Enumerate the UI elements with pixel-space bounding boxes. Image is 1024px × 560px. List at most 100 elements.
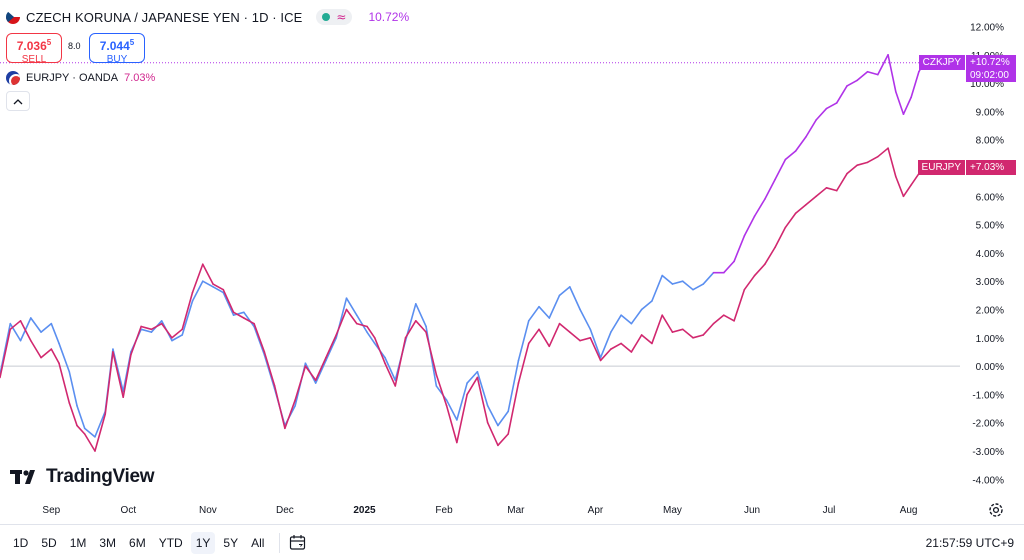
price-chart[interactable]: 12.00%11.00%10.00%9.00%8.00%7.00%6.00%5.… bbox=[0, 0, 1024, 524]
czkjpy-segment bbox=[589, 328, 602, 359]
czkjpy-segment bbox=[876, 53, 889, 76]
eurjpy-segment bbox=[373, 336, 386, 365]
eurjpy-segment bbox=[284, 399, 296, 430]
range-1m-button[interactable]: 1M bbox=[69, 535, 87, 550]
buy-button[interactable]: 7.0445 BUY bbox=[89, 33, 145, 65]
eurjpy-segment bbox=[130, 325, 142, 356]
eurjpy-segment bbox=[476, 376, 489, 424]
eurjpy-segment bbox=[394, 336, 407, 387]
y-tick-label: 8.00% bbox=[976, 136, 1004, 147]
x-tick-label: 2025 bbox=[353, 505, 376, 516]
eurjpy-segment bbox=[435, 373, 448, 407]
sell-button[interactable]: 7.0365 SELL bbox=[6, 33, 62, 65]
eurjpy-name-tag[interactable]: EURJPY bbox=[917, 160, 965, 175]
range-3m-button[interactable]: 3M bbox=[99, 535, 117, 550]
eurjpy-segment bbox=[568, 331, 581, 342]
compare-symbol-name[interactable]: EURJPY · OANDA bbox=[26, 72, 119, 84]
symbol-title[interactable]: CZECH KORUNA / JAPANESE YEN · 1D · ICE bbox=[26, 9, 303, 25]
time-axis[interactable]: Sep Oct Nov Dec 2025 Feb Mar Apr May Jun Jul Aug bbox=[42, 505, 917, 516]
x-tick-label: Oct bbox=[121, 505, 137, 516]
czkjpy-segment bbox=[671, 280, 684, 285]
market-status-pill[interactable]: ≈ bbox=[316, 9, 353, 25]
x-tick-label: Mar bbox=[507, 505, 525, 516]
eurjpy-segment bbox=[825, 187, 838, 192]
tradingview-watermark: TradingView bbox=[10, 466, 155, 488]
utc-clock[interactable]: 21:57:59 UTC+9 bbox=[925, 535, 1014, 550]
eurjpy-segment bbox=[253, 322, 266, 353]
czkjpy-segment bbox=[630, 308, 643, 325]
czkjpy-segment bbox=[50, 322, 60, 345]
symbol-legend[interactable]: CZECH KORUNA / JAPANESE YEN · 1D · ICE ≈… bbox=[6, 9, 409, 25]
eurjpy-segment bbox=[902, 184, 912, 198]
y-tick-label: 2.00% bbox=[976, 306, 1004, 317]
range-1y-button[interactable]: 1Y bbox=[190, 531, 216, 554]
sell-price: 7.036 bbox=[16, 39, 47, 53]
eurjpy-segment bbox=[794, 203, 807, 215]
eurjpy-segment bbox=[76, 424, 86, 435]
czkjpy-segment bbox=[794, 136, 807, 152]
eurjpy-segment bbox=[222, 288, 235, 314]
eurjpy-segment bbox=[232, 311, 245, 319]
y-tick-label: 4.00% bbox=[976, 249, 1004, 260]
czkjpy-segment bbox=[910, 70, 920, 99]
eurjpy-segment bbox=[425, 331, 438, 376]
y-tick-label: 10.00% bbox=[970, 79, 1004, 90]
eurjpy-segment bbox=[671, 328, 684, 333]
x-tick-label: Sep bbox=[42, 505, 60, 516]
eurjpy-segment bbox=[497, 433, 510, 447]
eurjpy-segment bbox=[661, 314, 674, 333]
price-axis[interactable]: 12.00%11.00%10.00%9.00%8.00%7.00%6.00%5.… bbox=[970, 23, 1004, 487]
bottom-toolbar: 1D 5D 1M 3M 6M YTD 1Y 5Y All 21:57:59 UT… bbox=[0, 524, 1024, 560]
eurjpy-segment bbox=[404, 320, 417, 339]
range-5d-button[interactable]: 5D bbox=[41, 535, 57, 550]
range-all-button[interactable]: All bbox=[251, 535, 265, 550]
czkjpy-segment bbox=[527, 305, 540, 322]
czkjpy-segment bbox=[476, 370, 489, 407]
symbol-change-pct: 10.72% bbox=[368, 10, 410, 24]
eurjpy-segment bbox=[815, 187, 828, 198]
compare-legend[interactable]: EURJPY · OANDA 7.03% bbox=[6, 71, 155, 85]
eurjpy-segment bbox=[538, 328, 551, 348]
czkjpy-segment bbox=[355, 314, 368, 333]
y-tick-label: 3.00% bbox=[976, 277, 1004, 288]
eurjpy-segment bbox=[112, 351, 124, 399]
eurjpy-segment bbox=[104, 351, 114, 416]
range-6m-button[interactable]: 6M bbox=[129, 535, 146, 550]
x-tick-label: Nov bbox=[199, 505, 217, 516]
range-ytd-button[interactable]: YTD bbox=[158, 535, 183, 550]
eurjpy-segment bbox=[517, 342, 530, 384]
czkjpy-segment bbox=[507, 359, 520, 413]
eurjpy-segment bbox=[19, 320, 32, 342]
czkjpy-segment bbox=[445, 399, 458, 421]
czkjpy-value-tag[interactable]: +10.72% bbox=[966, 55, 1016, 70]
czkjpy-name-tag[interactable]: CZKJPY bbox=[918, 55, 965, 70]
czkjpy-segment bbox=[856, 70, 869, 82]
czkjpy-segment bbox=[366, 331, 376, 345]
czech-flag-icon bbox=[6, 10, 20, 24]
eurjpy-segment bbox=[0, 328, 12, 379]
sell-label: SELL bbox=[21, 54, 47, 65]
range-1d-button[interactable]: 1D bbox=[13, 535, 29, 550]
eurjpy-segment bbox=[314, 356, 327, 382]
czkjpy-segment bbox=[263, 353, 276, 390]
eurjpy-segment bbox=[722, 314, 735, 322]
eurjpy-segment bbox=[507, 382, 520, 435]
czkjpy-segment bbox=[692, 283, 705, 291]
range-5y-button[interactable]: 5Y bbox=[223, 535, 239, 550]
collapse-legend-button[interactable] bbox=[6, 91, 30, 111]
eurjpy-value-tag[interactable]: +7.03% bbox=[966, 160, 1016, 175]
czkjpy-segment bbox=[191, 280, 204, 302]
czkjpy-segment bbox=[171, 334, 184, 342]
czkjpy-segment bbox=[599, 331, 612, 359]
y-tick-label: 6.00% bbox=[976, 192, 1004, 203]
go-to-date-icon[interactable] bbox=[288, 533, 308, 553]
eurjpy-segment bbox=[171, 328, 184, 339]
eurjpy-segment bbox=[325, 334, 338, 359]
gear-icon[interactable] bbox=[987, 501, 1005, 519]
czkjpy-segment bbox=[579, 308, 592, 331]
czkjpy-segment bbox=[253, 325, 266, 356]
eurjpy-segment bbox=[83, 433, 96, 452]
eurjpy-segment bbox=[366, 325, 376, 339]
czkjpy-segment bbox=[568, 286, 581, 311]
x-tick-label: Apr bbox=[588, 505, 604, 516]
